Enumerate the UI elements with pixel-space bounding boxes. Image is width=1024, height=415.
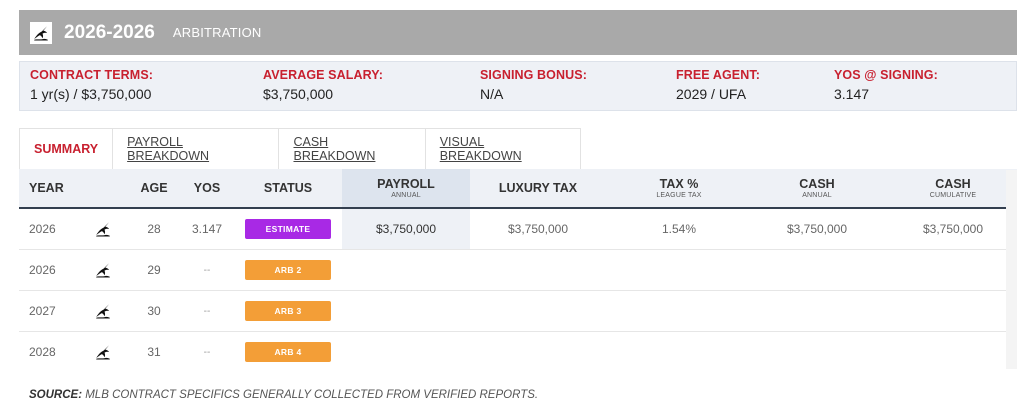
tab-payroll-breakdown[interactable]: PAYROLL BREAKDOWN — [113, 129, 280, 169]
marlin-logo-icon — [91, 291, 115, 331]
table-scrollbar[interactable] — [1006, 170, 1017, 369]
cell-payroll: $3,750,000 — [342, 209, 470, 249]
tab-summary[interactable]: SUMMARY — [20, 129, 114, 169]
cell-yos: -- — [203, 346, 211, 358]
cell-tax-pct: 1.54% — [661, 222, 697, 236]
term-yos-signing: YOS @ SIGNING: 3.147 — [834, 68, 938, 102]
cell-luxury-tax: $3,750,000 — [507, 222, 569, 236]
table-row: 2026 28 3.147 ESTIMATE $3,750,000 $3,750… — [19, 209, 1017, 250]
term-label: CONTRACT TERMS: — [30, 68, 154, 82]
marlin-logo-icon — [91, 250, 115, 290]
col-tax-pct: TAX % LEAGUE TAX — [656, 177, 702, 199]
source-note: SOURCE: MLB CONTRACT SPECIFICS GENERALLY… — [29, 389, 538, 401]
cell-cash-cumulative: $3,750,000 — [922, 222, 984, 236]
col-age: AGE — [140, 181, 168, 195]
term-value: $3,750,000 — [263, 86, 334, 102]
tab-visual-breakdown[interactable]: VISUAL BREAKDOWN — [439, 135, 522, 163]
cell-yos: -- — [203, 264, 211, 276]
term-value: 3.147 — [834, 86, 870, 102]
cell-age: 28 — [147, 222, 161, 236]
term-label: AVERAGE SALARY: — [263, 68, 384, 82]
term-contract: CONTRACT TERMS: 1 yr(s) / $3,750,000 — [30, 68, 153, 102]
cell-year: 2026 — [29, 222, 56, 236]
status-badge: ARB 4 — [245, 342, 331, 362]
table-row: 2026 29 -- ARB 2 — [19, 250, 1017, 291]
cell-yos: -- — [203, 305, 211, 317]
term-value: N/A — [480, 86, 504, 102]
breakdown-tabs: SUMMARY PAYROLL BREAKDOWN CASH BREAKDOWN… — [19, 128, 581, 169]
marlin-logo-icon — [91, 209, 115, 249]
term-label: YOS @ SIGNING: — [834, 68, 938, 82]
term-label: SIGNING BONUS: — [480, 68, 587, 82]
cell-year: 2028 — [29, 345, 56, 359]
table-row: 2028 31 -- ARB 4 — [19, 332, 1017, 372]
status-cell: ARB 2 — [245, 250, 331, 290]
col-status: STATUS — [263, 181, 313, 195]
contract-years-title: 2026-2026 — [64, 21, 155, 43]
cell-cash-annual: $3,750,000 — [786, 222, 848, 236]
col-year: YEAR — [29, 181, 64, 195]
source-label: SOURCE: — [29, 389, 83, 401]
term-free-agent: FREE AGENT: 2029 / UFA — [676, 68, 760, 102]
term-average-salary: AVERAGE SALARY: $3,750,000 — [263, 68, 383, 102]
term-value: 2029 / UFA — [676, 86, 747, 102]
contract-header: 2026-2026 ARBITRATION — [19, 10, 1017, 55]
marlin-logo-icon — [30, 21, 52, 44]
status-cell: ESTIMATE — [245, 209, 331, 249]
cell-age: 29 — [147, 263, 161, 277]
cell-age: 31 — [147, 345, 161, 359]
status-cell: ARB 3 — [245, 291, 331, 331]
cell-age: 30 — [147, 304, 161, 318]
source-text: MLB CONTRACT SPECIFICS GENERALLY COLLECT… — [82, 389, 539, 401]
term-signing-bonus: SIGNING BONUS: N/A — [480, 68, 587, 102]
cell-year: 2026 — [29, 263, 56, 277]
table-header: YEAR AGE YOS STATUS PAYROLL ANNUAL LUXURY… — [19, 169, 1017, 209]
status-cell: ARB 4 — [245, 332, 331, 372]
status-badge: ARB 2 — [245, 260, 331, 280]
marlin-logo-icon — [91, 332, 115, 372]
contract-type-label: ARBITRATION — [172, 25, 262, 40]
status-badge: ESTIMATE — [245, 219, 331, 239]
cell-yos: 3.147 — [191, 222, 223, 236]
term-label: FREE AGENT: — [676, 68, 760, 82]
table-row: 2027 30 -- ARB 3 — [19, 291, 1017, 332]
tab-cash-breakdown[interactable]: CASH BREAKDOWN — [279, 129, 426, 169]
col-payroll: PAYROLL ANNUAL — [342, 169, 470, 207]
status-badge: ARB 3 — [245, 301, 331, 321]
col-cash-annual: CASH ANNUAL — [799, 177, 835, 199]
term-value: 1 yr(s) / $3,750,000 — [30, 86, 152, 102]
col-cash-cumulative: CASH CUMULATIVE — [929, 177, 977, 199]
col-luxury-tax: LUXURY TAX — [498, 181, 578, 195]
contract-summary-table: YEAR AGE YOS STATUS PAYROLL ANNUAL LUXURY… — [19, 169, 1017, 372]
cell-year: 2027 — [29, 304, 56, 318]
col-yos: YOS — [193, 181, 221, 195]
contract-terms-panel: CONTRACT TERMS: 1 yr(s) / $3,750,000 AVE… — [19, 61, 1017, 111]
